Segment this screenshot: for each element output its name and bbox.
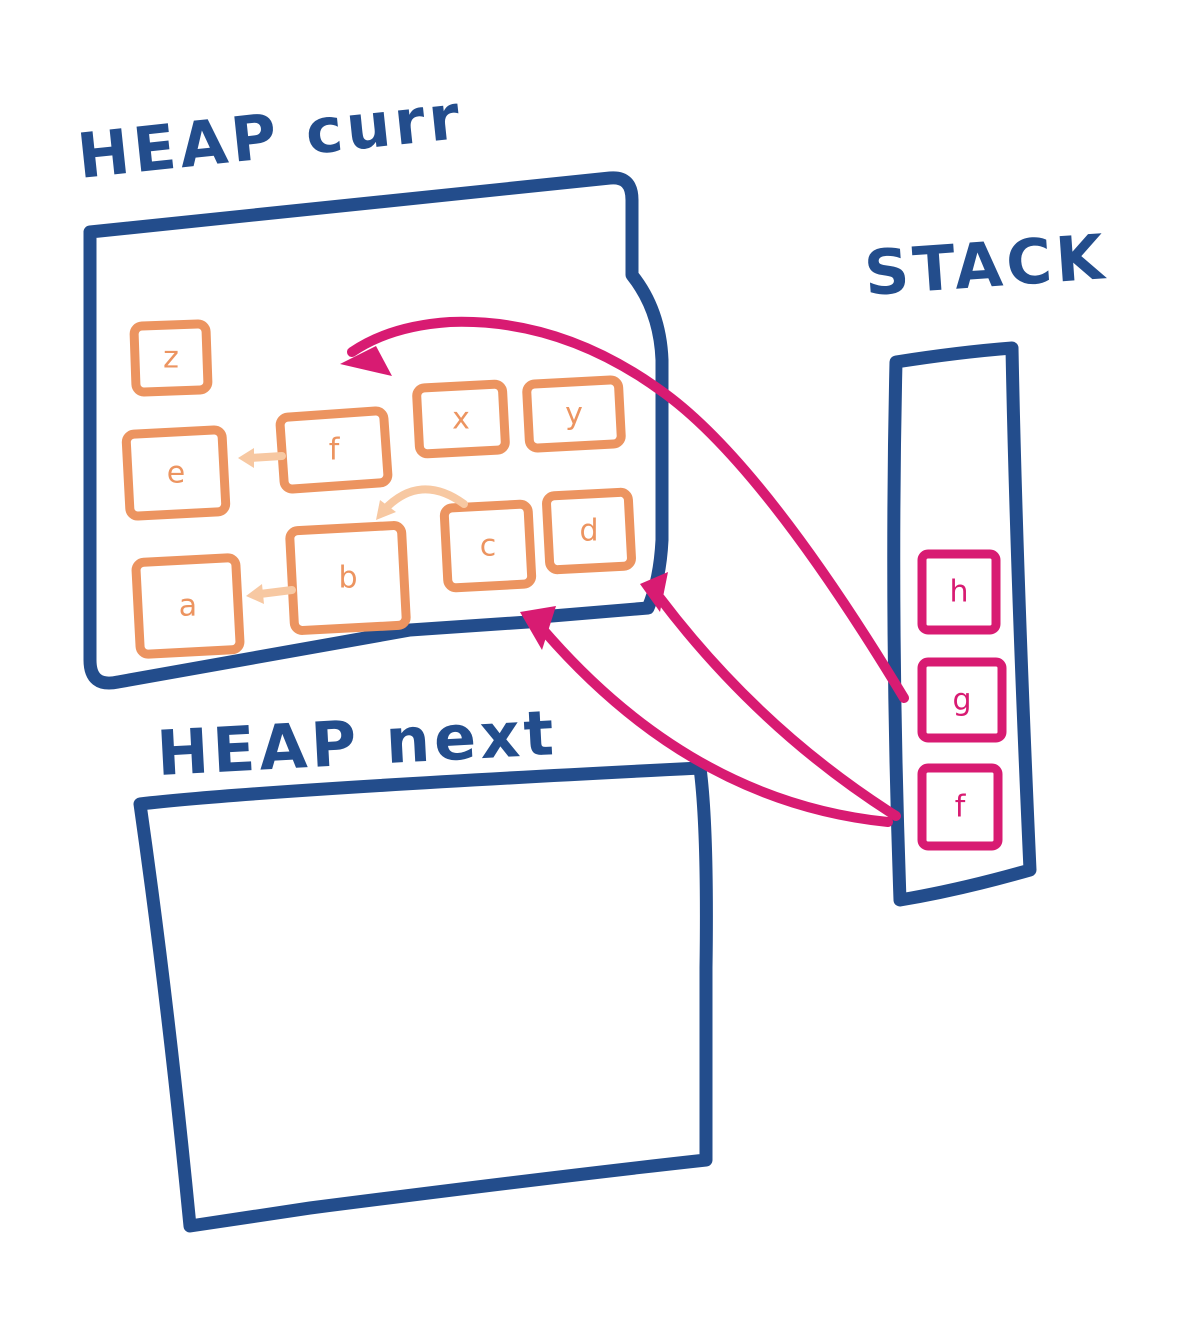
heap-object-x: x <box>412 379 510 459</box>
ptr-f-to-d <box>640 572 901 821</box>
ptr-g-to-heap <box>340 316 909 703</box>
heap-object-f: f <box>275 406 393 494</box>
stack-slot-f: f <box>917 763 1003 851</box>
ref-b-to-a <box>246 584 296 604</box>
heap-object-a: a <box>131 553 245 659</box>
ptr-f-to-c <box>520 606 893 827</box>
heap-object-label: d <box>579 514 598 549</box>
ref-c-to-b <box>376 485 468 520</box>
ref-f-to-e <box>238 448 286 468</box>
stack-slot-label: g <box>952 683 971 718</box>
heap-object-label: a <box>179 589 197 624</box>
heap-object-z: z <box>129 319 213 397</box>
heap-object-label: f <box>329 433 341 468</box>
stack-slot-label: f <box>955 790 967 825</box>
heap-curr-region <box>83 171 669 690</box>
stack-slot-h: h <box>917 549 1001 635</box>
heap-object-label: y <box>565 397 583 432</box>
heap-object-e: e <box>121 425 231 521</box>
heap-object-label: z <box>163 341 179 376</box>
stack-slot-label: h <box>949 575 968 610</box>
heap-next-region <box>133 761 713 1233</box>
heap-object-b: b <box>285 521 411 635</box>
stack-slot-g: g <box>917 657 1007 743</box>
stack-title: STACK <box>862 220 1110 310</box>
heap-curr-title: HEAP curr <box>74 80 467 193</box>
heap-object-label: x <box>452 402 470 437</box>
heap-object-y: y <box>522 375 626 453</box>
heap-object-d: d <box>542 487 636 575</box>
heap-object-label: e <box>167 456 185 491</box>
heap-object-label: c <box>480 529 497 564</box>
heap-object-c: c <box>439 499 537 593</box>
heap-object-label: b <box>338 561 357 596</box>
stack-column <box>887 341 1037 907</box>
